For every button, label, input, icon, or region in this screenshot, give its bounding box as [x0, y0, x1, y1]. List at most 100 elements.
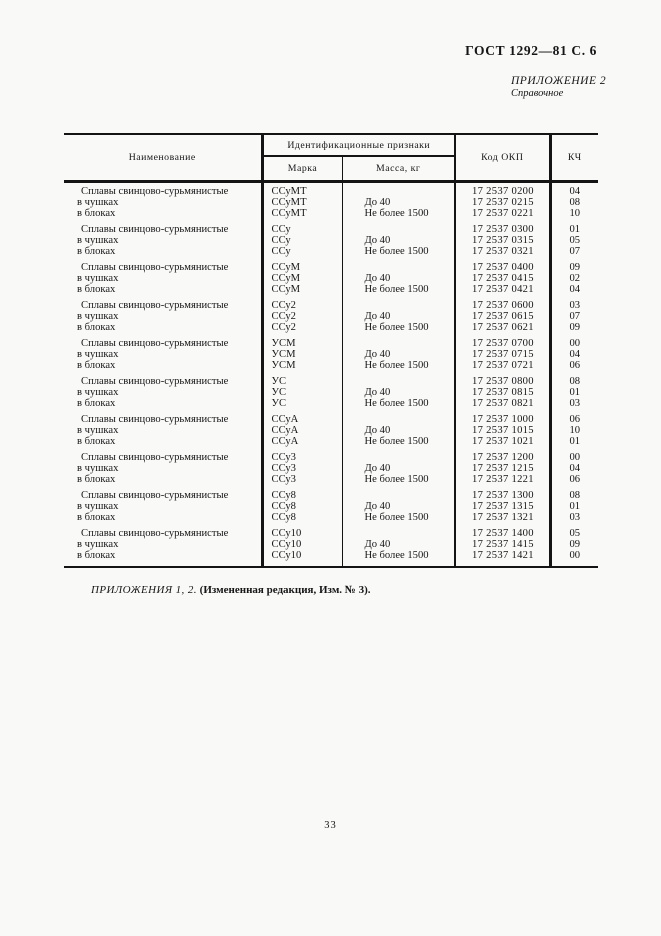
table-row: в чушках ССуМТ До 40 17 2537 0215 08 — [64, 196, 598, 208]
cell-okp-code: 17 2537 1000 — [455, 408, 552, 425]
cell-mark: ССу3 — [262, 473, 343, 485]
cell-mass: Не более 1500 — [342, 207, 457, 219]
cell-name: Сплавы свинцово-сурьмянистые — [64, 294, 264, 311]
cell-name: в блоках — [64, 245, 264, 257]
cell-name: в чушках — [64, 386, 264, 398]
cell-kch: 04 — [569, 283, 581, 295]
table-row: Сплавы свинцово-сурьмянистые УСМ 17 2537 0… — [64, 332, 598, 349]
cell-mark: ССу8 — [262, 484, 343, 501]
cell-okp-code: 17 2537 0821 — [455, 397, 552, 409]
table-header: Наименование Идентификационные признаки … — [64, 134, 599, 183]
cell-mass: До 40 — [342, 196, 457, 208]
cell-okp-code: 17 2537 0700 — [455, 332, 552, 349]
cell-kch: 06 — [569, 359, 581, 371]
cell-name: Сплавы свинцово-сурьмянистые — [64, 408, 264, 425]
cell-name: в блоках — [64, 359, 264, 371]
cell-mark: ССу2 — [262, 321, 343, 333]
cell-kch: 06 — [569, 413, 581, 425]
cell-okp-code: 17 2537 0600 — [455, 294, 552, 311]
table-row: в чушках ССу3 До 40 17 2537 1215 04 — [64, 462, 598, 474]
cell-kch: 07 — [569, 310, 581, 322]
cell-name: в чушках — [64, 500, 264, 512]
cell-mass — [342, 218, 457, 235]
cell-mass: Не более 1500 — [342, 321, 457, 333]
cell-mark: ССуМТ — [262, 196, 343, 208]
col-header-id-signs: Идентификационные признаки — [262, 134, 457, 157]
table-row: в чушках ССу8 До 40 17 2537 1315 01 — [64, 500, 598, 512]
amendment-note-revision: (Измененная редакция, Изм. № 3). — [199, 584, 371, 596]
cell-mark: ССу — [262, 234, 343, 246]
cell-kch: 08 — [569, 375, 581, 387]
cell-okp-code: 17 2537 1021 — [455, 435, 552, 447]
table-row: Сплавы свинцово-сурьмянистые ССуМ 17 2537 … — [64, 256, 598, 273]
table-row: Сплавы свинцово-сурьмянистые ССу3 17 2537 … — [64, 446, 598, 463]
col-header-kch: КЧ — [550, 134, 599, 183]
cell-mass — [342, 294, 457, 311]
cell-mark: УСМ — [262, 359, 343, 371]
cell-mark: ССу2 — [262, 294, 343, 311]
cell-name: в чушках — [64, 462, 264, 474]
cell-okp-code: 17 2537 0221 — [455, 207, 552, 219]
cell-mass — [342, 256, 457, 273]
cell-name: Сплавы свинцово-сурьмянистые — [64, 370, 264, 387]
cell-okp-code: 17 2537 1015 — [455, 424, 552, 436]
cell-mass: До 40 — [342, 272, 457, 284]
cell-mass: До 40 — [342, 538, 457, 550]
cell-mass: Не более 1500 — [342, 245, 457, 257]
cell-okp-code: 17 2537 0300 — [455, 218, 552, 235]
cell-mark: ССу2 — [262, 310, 343, 322]
col-header-name: Наименование — [64, 134, 264, 183]
cell-mass: До 40 — [342, 310, 457, 322]
cell-mark: УСМ — [262, 332, 343, 349]
cell-kch: 06 — [569, 473, 581, 485]
table-row: Сплавы свинцово-сурьмянистые ССу10 17 2537… — [64, 522, 598, 539]
cell-kch: 05 — [569, 234, 581, 246]
cell-okp-code: 17 2537 0815 — [455, 386, 552, 398]
cell-kch: 01 — [569, 386, 581, 398]
cell-kch: 09 — [569, 321, 581, 333]
cell-kch: 08 — [569, 196, 581, 208]
cell-kch: 03 — [569, 299, 581, 311]
cell-name: в блоках — [64, 473, 264, 485]
cell-mark: УС — [262, 386, 343, 398]
cell-okp-code: 17 2537 0721 — [455, 359, 552, 371]
cell-okp-code: 17 2537 1421 — [455, 549, 552, 567]
cell-name: Сплавы свинцово-сурьмянистые — [64, 446, 264, 463]
cell-name: Сплавы свинцово-сурьмянистые — [64, 332, 264, 349]
appendix-subtitle: Справочное — [511, 88, 564, 99]
cell-mass: До 40 — [342, 424, 457, 436]
cell-mark: ССу8 — [262, 500, 343, 512]
table-row: в чушках ССу До 40 17 2537 0315 05 — [64, 234, 598, 246]
cell-name: в чушках — [64, 196, 264, 208]
appendix-block: ПРИЛОЖЕНИЕ 2 Справочное — [511, 75, 606, 99]
cell-okp-code: 17 2537 0321 — [455, 245, 552, 257]
cell-okp-code: 17 2537 0200 — [455, 181, 552, 197]
table-row: в блоках ССу Не более 1500 17 2537 0321 07 — [64, 245, 598, 257]
cell-mass: До 40 — [342, 500, 457, 512]
cell-name: в блоках — [64, 549, 264, 567]
table-row: Сплавы свинцово-сурьмянистые ССу 17 2537 0… — [64, 218, 598, 235]
page-number: 33 — [324, 820, 337, 831]
table-row: в чушках ССуА До 40 17 2537 1015 10 — [64, 424, 598, 436]
cell-mark: УС — [262, 370, 343, 387]
cell-mark: УСМ — [262, 348, 343, 360]
cell-mark: ССу — [262, 218, 343, 235]
cell-mark: ССуА — [262, 435, 343, 447]
cell-kch: 08 — [569, 489, 581, 501]
table-row: Сплавы свинцово-сурьмянистые ССуМТ 17 2537… — [64, 181, 598, 197]
cell-kch: 09 — [569, 261, 581, 273]
cell-mass: Не более 1500 — [342, 283, 457, 295]
cell-okp-code: 17 2537 0400 — [455, 256, 552, 273]
cell-mass: Не более 1500 — [342, 435, 457, 447]
cell-name: в чушках — [64, 310, 264, 322]
cell-kch: 03 — [569, 397, 581, 409]
table-row: в блоках ССуМ Не более 1500 17 2537 0421 04 — [64, 283, 598, 295]
col-header-okp-code: Код ОКП — [455, 134, 552, 183]
table-row: Сплавы свинцово-сурьмянистые УС 17 2537 08… — [64, 370, 598, 387]
cell-name: в чушках — [64, 272, 264, 284]
cell-okp-code: 17 2537 0215 — [455, 196, 552, 208]
cell-mark: ССуМ — [262, 272, 343, 284]
okp-codes-table: Наименование Идентификационные признаки … — [64, 133, 599, 568]
cell-name: в блоках — [64, 321, 264, 333]
cell-name: в блоках — [64, 283, 264, 295]
